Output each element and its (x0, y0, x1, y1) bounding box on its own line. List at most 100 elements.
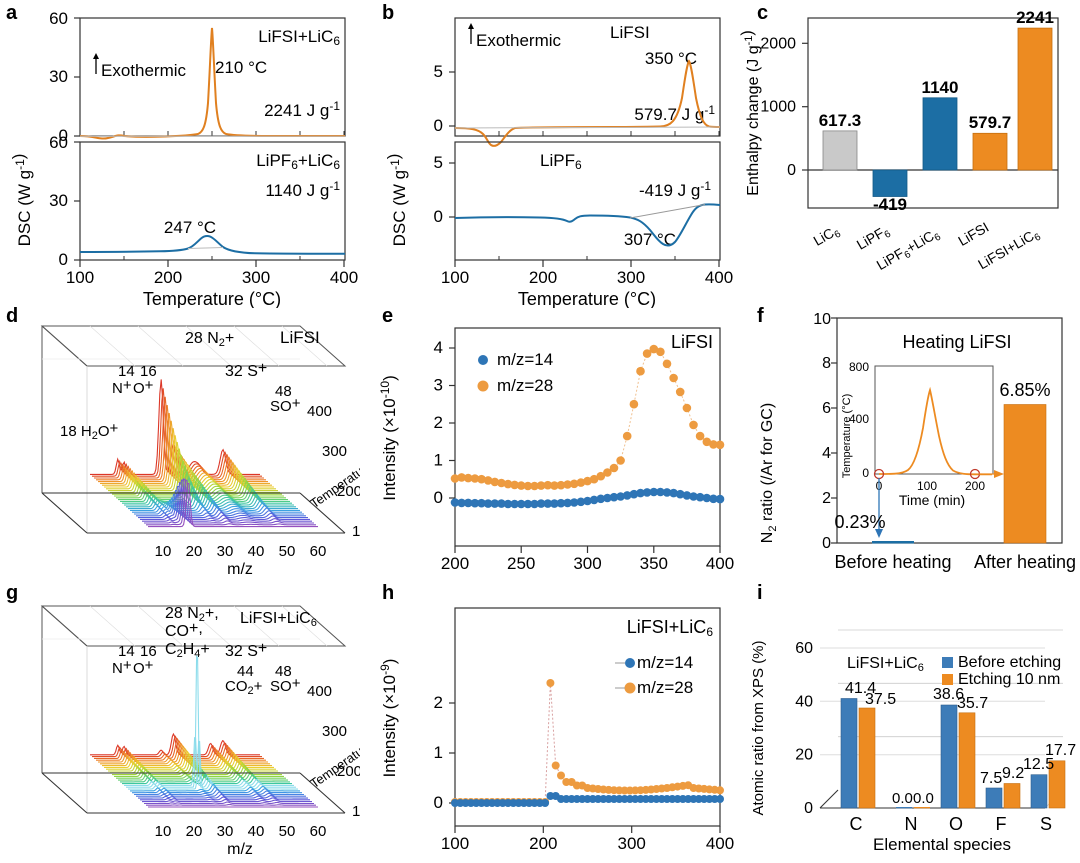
svg-text:0.0: 0.0 (892, 790, 913, 807)
svg-text:Intensity (×10-10): Intensity (×10-10) (378, 375, 399, 501)
svg-text:200: 200 (441, 554, 469, 573)
svg-text:20: 20 (186, 543, 203, 560)
svg-text:1000: 1000 (760, 99, 796, 116)
svg-text:DSC (W g-1): DSC (W g-1) (9, 154, 34, 247)
svg-text:Temperature (°C): Temperature (°C) (841, 394, 853, 478)
svg-text:32 S+: 32 S+ (225, 640, 267, 660)
svg-text:-419 J g-1: -419 J g-1 (639, 179, 711, 200)
svg-text:400: 400 (330, 268, 358, 287)
svg-text:Enthalpy change (J g-1): Enthalpy change (J g-1) (739, 30, 762, 195)
svg-text:0: 0 (822, 535, 831, 552)
svg-text:LiFSI+LiC6: LiFSI+LiC6 (258, 27, 340, 48)
svg-text:Temperature (°C): Temperature (°C) (522, 856, 653, 858)
svg-text:100: 100 (441, 834, 469, 853)
svg-text:Before heating: Before heating (834, 552, 951, 572)
svg-text:LiFSI+LiC6: LiFSI+LiC6 (627, 617, 714, 639)
svg-text:37.5: 37.5 (865, 691, 896, 708)
svg-text:LiFSI+LiC6: LiFSI+LiC6 (240, 610, 317, 629)
svg-text:N: N (905, 814, 918, 834)
svg-text:2241: 2241 (1016, 8, 1054, 27)
svg-text:-419: -419 (873, 195, 907, 214)
svg-text:0: 0 (59, 250, 68, 269)
svg-text:LiFSI: LiFSI (610, 23, 650, 42)
svg-text:60: 60 (795, 640, 813, 657)
svg-text:28 N2+: 28 N2+ (185, 330, 234, 349)
svg-text:100: 100 (352, 523, 360, 540)
svg-text:250: 250 (507, 554, 535, 573)
svg-text:LiFSI: LiFSI (955, 219, 991, 249)
svg-text:LiPF6: LiPF6 (540, 151, 582, 172)
svg-text:17.7: 17.7 (1045, 742, 1076, 759)
svg-text:60: 60 (310, 543, 327, 560)
svg-text:0.0: 0.0 (913, 790, 934, 807)
svg-text:S: S (1040, 814, 1052, 834)
svg-text:LiFSI: LiFSI (280, 328, 320, 347)
svg-text:m/z: m/z (227, 561, 253, 578)
svg-text:Etching 10 nm: Etching 10 nm (958, 671, 1060, 688)
svg-text:9.2: 9.2 (1002, 765, 1024, 782)
svg-text:CO2+: CO2+ (225, 678, 263, 697)
svg-text:SO+: SO+ (270, 675, 301, 695)
svg-text:Heating LiFSI: Heating LiFSI (902, 332, 1011, 352)
svg-text:300: 300 (617, 268, 645, 287)
svg-text:0: 0 (434, 488, 443, 507)
svg-text:1140 J g-1: 1140 J g-1 (265, 179, 340, 200)
svg-text:LiPF6+LiC6: LiPF6+LiC6 (256, 151, 340, 172)
svg-text:3: 3 (434, 376, 443, 395)
svg-text:0: 0 (434, 116, 443, 135)
svg-text:10: 10 (155, 823, 172, 840)
svg-text:35.7: 35.7 (957, 695, 988, 712)
svg-text:2: 2 (434, 693, 443, 712)
svg-text:40: 40 (248, 823, 265, 840)
svg-text:40: 40 (795, 693, 813, 710)
svg-text:350: 350 (640, 554, 668, 573)
svg-text:10: 10 (155, 543, 172, 560)
svg-text:O: O (949, 814, 963, 834)
svg-text:247 °C: 247 °C (164, 218, 216, 237)
svg-text:Exothermic: Exothermic (476, 31, 562, 50)
svg-text:After heating: After heating (974, 552, 1076, 572)
svg-text:Before etching: Before etching (958, 654, 1061, 671)
svg-text:30: 30 (49, 191, 68, 210)
svg-text:SO+: SO+ (270, 395, 301, 415)
svg-text:0: 0 (804, 800, 813, 817)
svg-text:N+: N+ (112, 657, 132, 677)
svg-text:40: 40 (248, 543, 265, 560)
svg-text:LiFSI+LiC6: LiFSI+LiC6 (847, 655, 924, 674)
svg-text:N2 ratio (/Ar for GC): N2 ratio (/Ar for GC) (759, 403, 779, 543)
svg-text:Temperature (°C): Temperature (°C) (143, 289, 281, 308)
svg-text:100: 100 (917, 479, 937, 493)
svg-text:1140: 1140 (922, 78, 959, 97)
svg-text:0: 0 (787, 162, 796, 179)
svg-text:5: 5 (434, 62, 443, 81)
svg-text:100: 100 (352, 803, 360, 820)
svg-text:400: 400 (705, 268, 733, 287)
svg-text:300: 300 (618, 834, 646, 853)
svg-text:7.5: 7.5 (980, 770, 1002, 787)
svg-text:LiC6: LiC6 (810, 222, 843, 252)
svg-text:C2H4+: C2H4+ (165, 641, 210, 660)
svg-text:C: C (850, 814, 863, 834)
svg-text:O+: O+ (133, 377, 154, 397)
svg-text:300: 300 (573, 554, 601, 573)
svg-text:30: 30 (217, 543, 234, 560)
svg-text:4: 4 (434, 338, 443, 357)
svg-text:6: 6 (822, 400, 831, 417)
svg-text:200: 200 (965, 479, 985, 493)
svg-text:LiFSI: LiFSI (671, 332, 713, 352)
svg-text:60: 60 (49, 133, 68, 152)
svg-text:1: 1 (434, 451, 443, 470)
svg-text:Temperature (°C): Temperature (°C) (522, 576, 653, 578)
svg-text:400: 400 (706, 554, 734, 573)
svg-text:18 H2O+: 18 H2O+ (60, 420, 118, 442)
svg-text:100: 100 (66, 268, 94, 287)
svg-text:0: 0 (862, 466, 869, 480)
svg-text:50: 50 (279, 823, 296, 840)
svg-text:400: 400 (307, 403, 332, 420)
svg-text:20: 20 (186, 823, 203, 840)
svg-text:m/z: m/z (227, 841, 253, 858)
svg-text:210 °C: 210 °C (215, 58, 267, 77)
svg-text:0.23%: 0.23% (834, 512, 885, 532)
svg-text:20: 20 (795, 747, 813, 764)
svg-text:400: 400 (706, 834, 734, 853)
